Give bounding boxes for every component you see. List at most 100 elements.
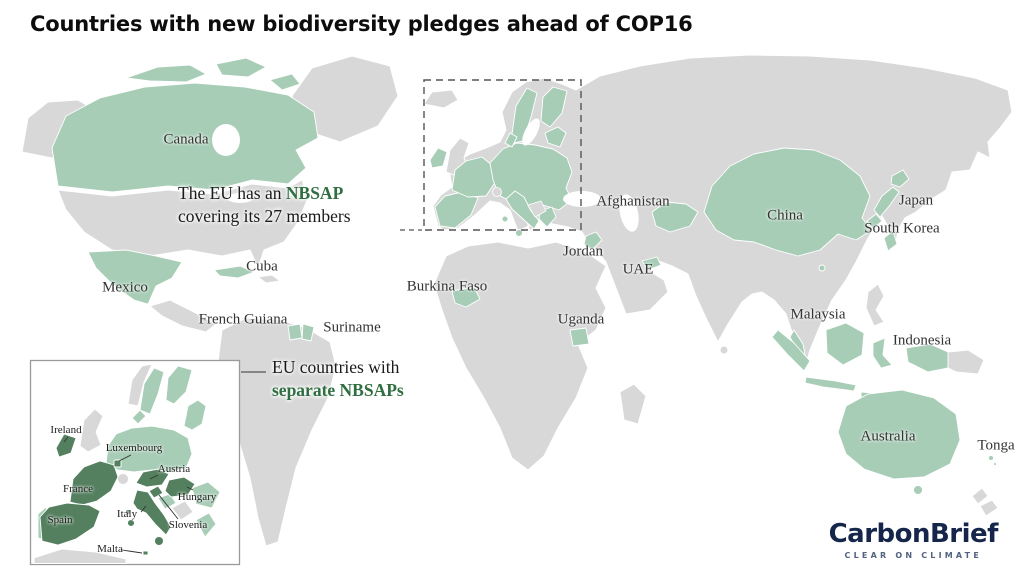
ireland-shape	[429, 147, 448, 169]
inset-croatia-shape	[157, 493, 177, 510]
inset-label-luxembourg: Luxembourg	[105, 442, 163, 454]
inset-norway-shape	[127, 363, 153, 407]
hispaniola-shape	[257, 274, 281, 284]
australia-shape	[837, 389, 961, 480]
inset-non-eu	[33, 363, 194, 564]
annotation-separate-term: separate NBSAPs	[272, 380, 404, 400]
java-shape	[804, 376, 857, 392]
inset-sweden-shape	[139, 367, 165, 415]
switzerland-shape	[492, 187, 502, 197]
pledge-countries	[51, 57, 997, 495]
hainan-shape	[818, 264, 826, 272]
inset-corsica-shape	[125, 509, 131, 515]
madagascar-shape	[619, 383, 647, 425]
suriname-shape	[287, 323, 303, 341]
iceland-shape	[423, 89, 459, 109]
greenland-shape	[291, 55, 399, 143]
inset-label-austria: Austria	[157, 463, 191, 475]
inset-uk-shape	[79, 408, 104, 453]
hudson-bay	[212, 124, 240, 156]
tasmania-shape	[913, 485, 923, 495]
west-new-guinea-shape	[905, 343, 949, 373]
country-label-afghanistan: Afghanistan	[596, 193, 670, 210]
annotation-eu-nbsap-term: NBSAP	[285, 183, 344, 203]
malta-leader-line	[121, 549, 143, 554]
inset-leader-lines	[63, 436, 194, 554]
canada-shape	[51, 82, 319, 193]
tonga-shape	[988, 455, 994, 461]
country-label-canada: Canada	[163, 131, 209, 148]
sumatra-shape	[771, 329, 811, 372]
china-shape	[703, 147, 873, 257]
japan-kyushu-shape	[866, 213, 883, 230]
country-label-uae: UAE	[622, 261, 654, 278]
inset-luxembourg-shape	[113, 459, 122, 468]
hungary-leader-line	[186, 486, 194, 491]
country-label-japan: Japan	[898, 192, 934, 209]
austria-leader-line	[149, 474, 159, 480]
inset-separate-nbsap	[39, 433, 196, 556]
country-label-french-guiana: French Guiana	[198, 311, 288, 328]
tonga-shape-2	[993, 462, 997, 466]
french-guiana-shape	[301, 323, 315, 342]
papua-new-guinea-shape	[947, 349, 985, 375]
annotation-eu-line2: covering its 27 members	[178, 206, 351, 226]
annotation-eu-pre: The EU has an	[178, 183, 286, 203]
africa-shape	[433, 241, 607, 471]
afghanistan-shape	[651, 201, 699, 233]
sweden-shape	[511, 87, 538, 144]
country-label-indonesia: Indonesia	[892, 332, 952, 349]
country-label-jordan: Jordan	[563, 243, 603, 260]
jordan-shape	[583, 231, 603, 251]
sea-overlays	[212, 118, 639, 232]
italy-shape	[505, 190, 540, 230]
inset-malta-shape	[142, 550, 149, 556]
canada-arctic-island-3	[269, 73, 301, 91]
inset-spain-shape	[39, 502, 101, 546]
japan-honshu-shape	[873, 186, 900, 218]
italy-leader-line	[140, 505, 147, 513]
burkina-faso-shape	[451, 286, 481, 308]
west-balkans-shape	[527, 200, 547, 218]
inset-sardinia-shape	[127, 519, 135, 527]
slovenia-leader-line	[158, 494, 179, 520]
carbonbrief-tagline: CLEAR ON CLIMATE	[844, 551, 982, 560]
inset-greece-shape	[195, 512, 217, 538]
inset-slovenia-shape	[148, 485, 164, 499]
country-label-burkina-faso: Burkina Faso	[406, 278, 488, 295]
cuba-shape	[213, 265, 255, 279]
country-label-tonga: Tonga	[977, 437, 1015, 454]
inset-romania-bulgaria-shape	[191, 481, 221, 509]
country-label-south-korea: South Korea	[864, 220, 940, 237]
carbonbrief-wordmark: CarbonBrief	[828, 519, 999, 549]
canada-arctic-island-1	[125, 64, 207, 83]
country-label-malaysia: Malaysia	[790, 306, 846, 323]
luxembourg-leader-line	[118, 454, 132, 462]
inset-label-malta: Malta	[97, 543, 123, 555]
inset-italy-shape	[132, 489, 172, 536]
uae-shape	[641, 256, 662, 271]
country-label-mexico: Mexico	[102, 279, 148, 296]
country-label-uganda: Uganda	[557, 311, 605, 328]
inset-hungary-shape	[164, 476, 196, 498]
inset-denmark-shape	[131, 409, 147, 425]
denmark-shape	[504, 132, 518, 148]
sri-lanka-shape	[719, 345, 729, 355]
carbonbrief-logo: CarbonBrief CLEAR ON CLIMATE	[828, 519, 999, 561]
country-label-china: China	[767, 207, 803, 224]
inset-label-ireland: Ireland	[50, 424, 82, 436]
baltics-shape	[544, 126, 567, 148]
inset-france-shape	[69, 460, 119, 506]
central-america-shape	[149, 299, 217, 333]
inset-west-balkans-shape	[171, 500, 194, 521]
inset-switzerland-shape	[117, 473, 129, 485]
non-eu-patches	[492, 187, 547, 218]
south-korea-shape	[883, 230, 898, 252]
baltic-sea	[522, 118, 540, 146]
black-sea	[563, 191, 601, 207]
sicily-shape	[515, 229, 523, 237]
borneo-shape	[825, 322, 865, 366]
ireland-leader-line	[63, 436, 69, 443]
